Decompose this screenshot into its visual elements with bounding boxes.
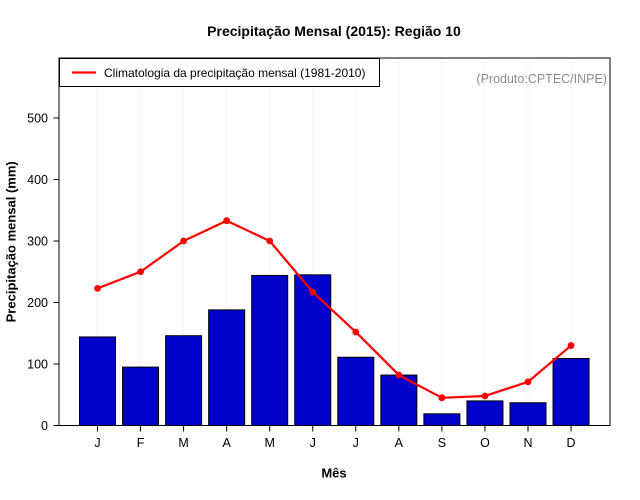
x-tick-label: M bbox=[264, 436, 274, 450]
x-tick-label: N bbox=[523, 436, 532, 450]
y-axis-title: Precipitação mensal (mm) bbox=[4, 161, 19, 322]
x-tick-label: M bbox=[178, 436, 188, 450]
y-tick-label: 500 bbox=[27, 111, 48, 125]
climatology-point bbox=[567, 342, 575, 349]
producer-annotation: (Produto:CPTEC/INPE) bbox=[476, 72, 607, 86]
y-tick-label: 400 bbox=[27, 173, 48, 187]
x-tick-label: J bbox=[94, 436, 100, 450]
climatology-line-path bbox=[97, 219, 572, 399]
y-tick-label: 300 bbox=[27, 234, 48, 248]
bar bbox=[552, 357, 590, 426]
y-tick-label: 200 bbox=[27, 296, 48, 310]
bars-series bbox=[79, 274, 590, 427]
x-tick-label: J bbox=[353, 436, 359, 450]
bar bbox=[251, 274, 289, 426]
bar bbox=[208, 309, 246, 427]
y-tick-label: 100 bbox=[27, 357, 48, 371]
bar bbox=[294, 274, 332, 427]
y-axis: 0 100 200 300 400 500 bbox=[27, 111, 59, 433]
bar bbox=[466, 400, 504, 426]
x-tick-label: D bbox=[567, 436, 576, 450]
climatology-point bbox=[180, 237, 188, 245]
climatology-line bbox=[94, 217, 575, 402]
climatology-point bbox=[438, 394, 446, 402]
bar bbox=[165, 335, 203, 426]
x-tick-label: O bbox=[480, 436, 490, 450]
bar bbox=[423, 413, 461, 427]
legend-label: Climatologia da precipitação mensal (198… bbox=[104, 66, 365, 80]
x-tick-label: A bbox=[222, 436, 231, 450]
climatology-point bbox=[94, 284, 101, 292]
climatology-point bbox=[481, 392, 489, 400]
x-axis-title: Mês bbox=[321, 466, 346, 481]
bar bbox=[337, 356, 375, 426]
y-tick-label: 0 bbox=[41, 419, 48, 433]
bar bbox=[79, 336, 116, 426]
legend-box bbox=[59, 58, 380, 87]
climatology-point bbox=[266, 237, 274, 245]
chart-title: Precipitação Mensal (2015): Região 10 bbox=[207, 23, 461, 39]
bar bbox=[380, 374, 418, 427]
bar bbox=[122, 366, 160, 427]
climatology-point bbox=[395, 371, 403, 379]
climatology-point bbox=[309, 288, 317, 296]
legend: Climatologia da precipitação mensal (198… bbox=[59, 58, 380, 87]
bar bbox=[509, 402, 547, 426]
climatology-point bbox=[524, 378, 532, 386]
x-tick-label: J bbox=[310, 436, 316, 450]
x-tick-label: S bbox=[438, 436, 446, 450]
climatology-point bbox=[352, 328, 360, 336]
x-tick-label: A bbox=[395, 436, 404, 450]
climatology-point bbox=[223, 217, 231, 225]
climatology-point bbox=[137, 268, 144, 276]
x-tick-label: F bbox=[137, 436, 145, 450]
